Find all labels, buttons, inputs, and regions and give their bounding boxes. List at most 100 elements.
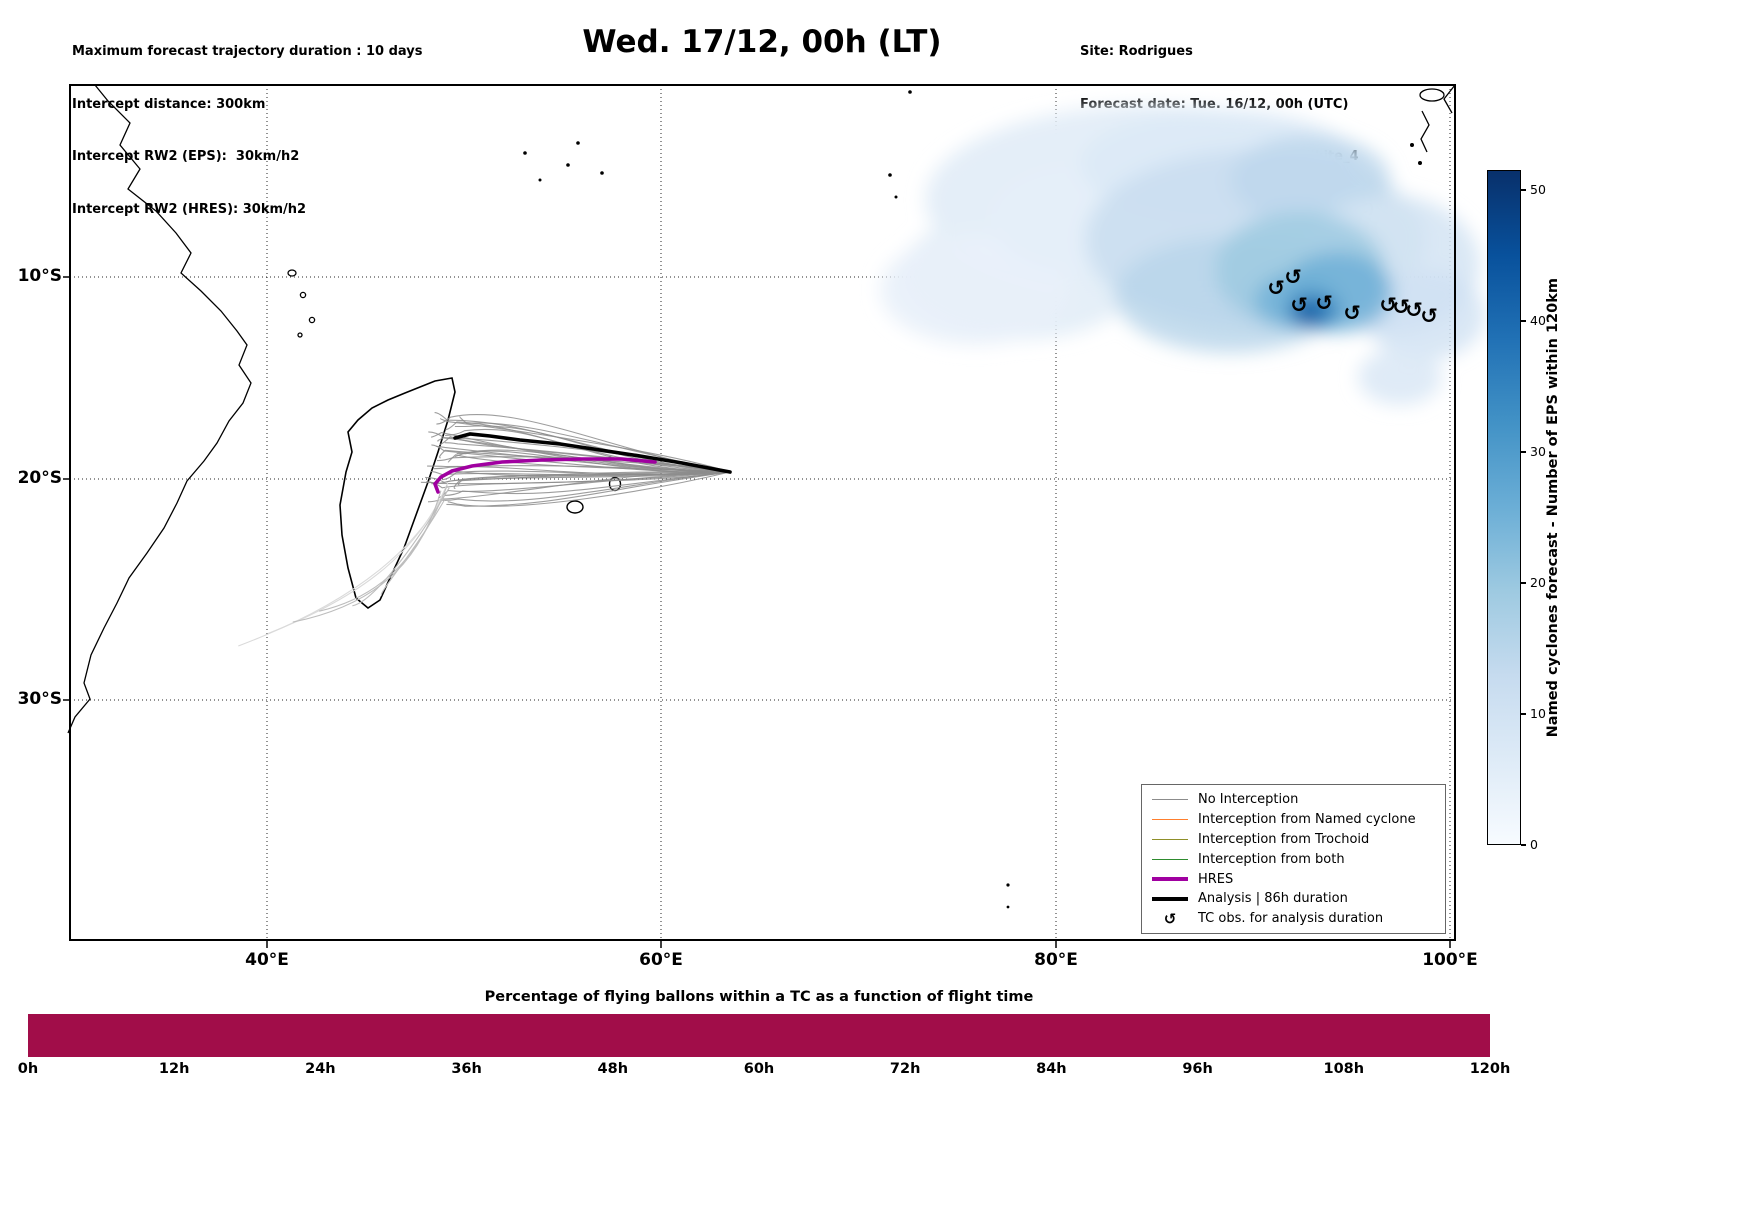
cyclone-density-blob xyxy=(880,235,1070,345)
legend-item: Interception from both xyxy=(1142,849,1445,869)
colorbar-tick xyxy=(1521,712,1526,715)
flight-time-tick-label: 96h xyxy=(1182,1061,1213,1077)
legend-line-sample xyxy=(1152,819,1188,821)
colorbar-tick-label: 50 xyxy=(1530,181,1546,197)
lon-tick-label: 60°E xyxy=(639,950,683,970)
colorbar-tick-label: 10 xyxy=(1530,705,1546,721)
trajectory-line-southwest xyxy=(352,487,450,607)
colorbar-tick xyxy=(1521,188,1526,191)
map-legend: No Interception Interception from Named c… xyxy=(1141,784,1446,934)
trajectory-line xyxy=(446,471,731,507)
flight-time-tick-label: 120h xyxy=(1469,1061,1511,1077)
tc-obs-marker: ↺ xyxy=(1420,304,1438,328)
legend-item: Analysis | 86h duration xyxy=(1142,889,1445,909)
trajectory-line xyxy=(440,418,731,473)
trajectory-line xyxy=(433,465,731,473)
tc-observations: ↺ ↺↺ ↺ ↺ ↺↺↺↺ xyxy=(1267,265,1438,328)
trajectory-line xyxy=(447,471,731,507)
trajectory-line xyxy=(442,471,731,502)
hres-track xyxy=(432,457,657,494)
colorbar-tick xyxy=(1521,319,1526,322)
trajectory-line xyxy=(439,449,731,473)
flight-time-tick-label: 48h xyxy=(597,1061,629,1077)
tc-percentage-bar xyxy=(28,1014,1490,1057)
tc-obs-symbol: ↺ xyxy=(1163,909,1177,928)
colorbar-tick-label: 0 xyxy=(1530,837,1538,852)
colorbar xyxy=(1487,170,1521,845)
legend-label: No Interception xyxy=(1198,792,1299,808)
tc-obs-marker: ↺ xyxy=(1290,293,1308,317)
analysis-track xyxy=(453,432,732,474)
site-name: Site: Rodrigues xyxy=(1080,44,1193,59)
trajectory-line xyxy=(447,454,731,473)
trajectory-map: ↺ ↺↺ ↺ ↺ ↺↺↺↺ xyxy=(63,84,1485,948)
ensemble-trajectories xyxy=(238,412,731,647)
deterministic-tracks xyxy=(432,432,732,494)
flight-time-tick-label: 84h xyxy=(1036,1061,1067,1077)
param-intercept-rw2-hres: Intercept RW2 (HRES): 30km/h2 xyxy=(72,201,307,217)
colorbar-tick-label: 20 xyxy=(1530,574,1546,590)
madagascar-coastline xyxy=(339,377,456,609)
small-islands xyxy=(523,90,1010,909)
legend-line xyxy=(1152,877,1188,882)
legend-line-sample xyxy=(1152,896,1188,901)
tc-obs-marker: ↺ xyxy=(1379,293,1397,317)
tc-obs-marker: ↺ xyxy=(1284,265,1302,289)
figure-title: Wed. 17/12, 00h (LT) xyxy=(582,24,942,60)
legend-label: TC obs. for analysis duration xyxy=(1198,911,1384,927)
cyclone-density-blob xyxy=(1358,349,1442,405)
trajectory-line-southwest xyxy=(380,499,445,596)
legend-item: Interception from Named cyclone xyxy=(1142,810,1445,830)
trajectory-line xyxy=(428,431,731,473)
colorbar-tick xyxy=(1521,581,1526,584)
tc-obs-marker: ↺ xyxy=(1343,301,1361,325)
flight-time-tick-label: 12h xyxy=(158,1061,190,1077)
cyclone-density-blob xyxy=(1296,303,1322,323)
legend-label: Interception from Trochoid xyxy=(1198,831,1370,847)
trajectory-line xyxy=(427,471,731,503)
coastlines xyxy=(67,84,1456,909)
trajectory-line xyxy=(444,471,731,496)
graticule xyxy=(70,85,1455,940)
colorbar-label-text: Named cyclones forecast - Number of EPS … xyxy=(1545,277,1561,738)
flight-time-tick-label: 72h xyxy=(889,1061,921,1077)
trajectory-line xyxy=(445,428,731,473)
lon-tick-label: 100°E xyxy=(1422,950,1478,970)
param-intercept-rw2-eps: Intercept RW2 (EPS): 30km/h2 xyxy=(72,149,300,164)
legend-item: HRES xyxy=(1142,869,1445,889)
legend-label: HRES xyxy=(1198,871,1234,887)
cyclone-density-heatmap xyxy=(880,105,1485,405)
legend-item: No Interception xyxy=(1142,790,1445,810)
comoros-islands xyxy=(287,269,316,338)
lon-tick-label: 40°E xyxy=(245,950,289,970)
colorbar-label: Named cyclones forecast - Number of EPS … xyxy=(1545,170,1561,845)
trajectory-line xyxy=(436,456,731,473)
flight-time-tick-label: 36h xyxy=(451,1061,482,1077)
param-intercept-distance: Intercept distance: 300km xyxy=(72,96,266,112)
lat-tick-label: 20°S xyxy=(17,468,62,488)
legend-line xyxy=(1152,838,1188,840)
legend-label: Interception from Named cyclone xyxy=(1198,812,1416,828)
legend-item: ↺ TC obs. for analysis duration xyxy=(1142,909,1445,929)
axis-ticks xyxy=(63,276,1451,948)
legend-line-sample xyxy=(1152,799,1188,801)
legend-line xyxy=(1152,858,1188,860)
tc-obs-marker: ↺ xyxy=(1392,295,1410,319)
tc-obs-marker: ↺ xyxy=(1405,298,1423,322)
africa-coastline xyxy=(67,84,252,734)
legend-line xyxy=(1152,819,1188,821)
legend-line-sample xyxy=(1152,838,1188,840)
legend-line-sample xyxy=(1152,877,1188,882)
colorbar-tick xyxy=(1521,450,1526,453)
northeast-landmass xyxy=(1410,84,1456,165)
legend-label: Interception from both xyxy=(1198,851,1345,867)
tc-obs-marker: ↺ xyxy=(1315,291,1333,315)
trajectory-line-southwest xyxy=(319,485,448,612)
reunion-island xyxy=(566,500,584,514)
tc-obs-marker: ↺ xyxy=(1267,276,1285,300)
parameters-block: Maximum forecast trajectory duration : 1… xyxy=(72,8,423,253)
lat-tick-label: 10°S xyxy=(17,266,62,286)
legend-line xyxy=(1152,896,1188,901)
lon-tick-label: 80°E xyxy=(1034,950,1078,970)
